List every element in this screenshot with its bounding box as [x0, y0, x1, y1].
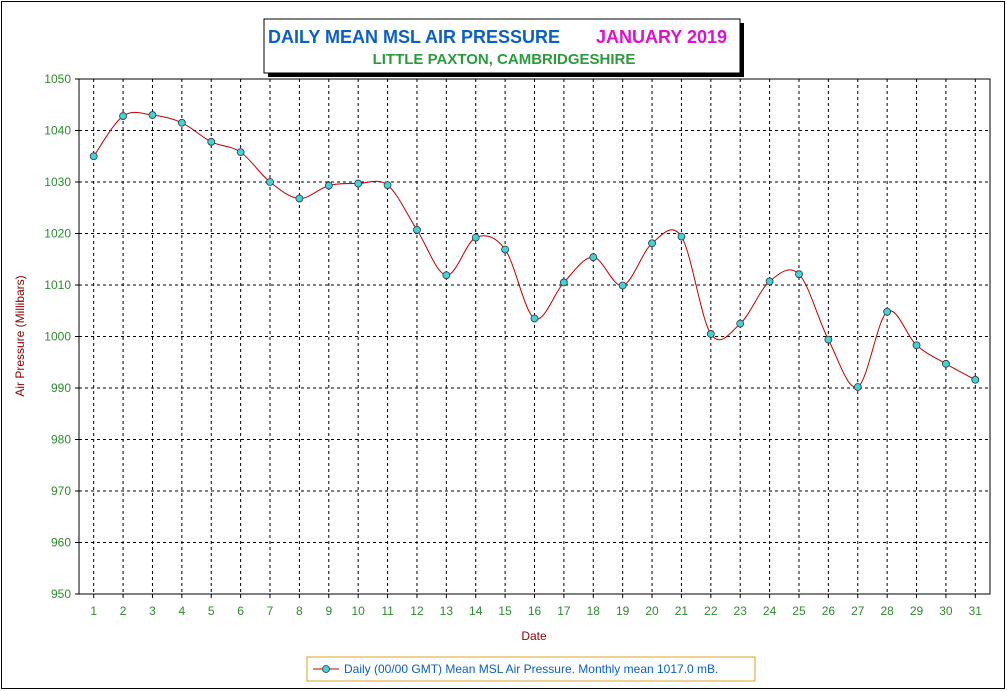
data-point — [236, 148, 245, 157]
y-tick-label: 960 — [51, 536, 71, 550]
x-tick-label: 25 — [792, 604, 806, 618]
data-point — [119, 112, 127, 120]
y-tick-label: 1030 — [44, 175, 71, 189]
x-tick-label: 7 — [267, 604, 274, 618]
x-tick-label: 20 — [645, 604, 659, 618]
data-point — [589, 253, 598, 262]
data-point — [942, 359, 950, 368]
x-tick-label: 17 — [557, 604, 571, 618]
x-tick-label: 1 — [90, 604, 97, 618]
y-tick-label: 970 — [51, 484, 71, 498]
data-point — [266, 178, 274, 186]
y-tick-label: 1020 — [44, 227, 71, 241]
x-tick-label: 14 — [469, 604, 483, 618]
x-tick-label: 13 — [440, 604, 454, 618]
data-point — [736, 319, 745, 328]
data-point — [912, 341, 921, 350]
data-point — [883, 307, 892, 316]
x-tick-label: 12 — [410, 604, 424, 618]
x-tick-label: 23 — [734, 604, 748, 618]
chart-title: DAILY MEAN MSL AIR PRESSURE — [268, 27, 560, 47]
legend-label: Daily (00/00 GMT) Mean MSL Air Pressure.… — [344, 662, 718, 676]
series-markers — [89, 111, 980, 391]
x-tick-label: 15 — [498, 604, 512, 618]
data-point — [559, 278, 568, 287]
data-point — [971, 375, 980, 384]
legend-box — [306, 656, 756, 682]
chart-period: JANUARY 2019 — [596, 27, 727, 47]
data-point — [89, 152, 98, 161]
x-tick-label: 2 — [120, 604, 127, 618]
x-tick-label: 18 — [587, 604, 601, 618]
y-tick-label: 990 — [51, 381, 71, 395]
x-tick-label: 3 — [149, 604, 156, 618]
x-tick-label: 19 — [616, 604, 630, 618]
data-point — [765, 277, 774, 286]
x-tick-label: 24 — [763, 604, 777, 618]
data-point — [824, 335, 833, 344]
data-point — [853, 383, 862, 391]
x-axis-label: Date — [521, 629, 547, 643]
grid-lines — [79, 79, 990, 594]
x-tick-label: 10 — [351, 604, 365, 618]
x-tick-label: 26 — [822, 604, 836, 618]
x-tick-label: 30 — [939, 604, 953, 618]
legend-marker-swatch — [322, 665, 330, 673]
x-tick-label: 31 — [969, 604, 983, 618]
x-tick-label: 8 — [296, 604, 303, 618]
data-point — [618, 281, 627, 290]
data-point — [501, 245, 510, 254]
y-tick-label: 980 — [51, 433, 71, 447]
data-point — [148, 111, 157, 119]
data-point — [413, 225, 421, 234]
y-tick-label: 1050 — [44, 72, 71, 86]
x-tick-label: 27 — [851, 604, 865, 618]
x-axis-ticks: 1 2 3 4 5 6 7 8 9 10 11 12 13 14 15 16 17 18 19 20 21 22 23 24 2… — [90, 594, 982, 618]
data-point — [383, 181, 392, 189]
x-tick-label: 6 — [237, 604, 244, 618]
y-tick-label: 1000 — [44, 330, 71, 344]
data-point — [795, 270, 803, 279]
y-tick-label: 950 — [51, 587, 71, 601]
data-point — [706, 330, 715, 338]
data-point — [295, 194, 304, 203]
data-point — [471, 233, 480, 242]
x-tick-label: 16 — [528, 604, 542, 618]
x-tick-label: 29 — [910, 604, 924, 618]
title-box — [263, 18, 741, 74]
x-tick-label: 9 — [325, 604, 332, 618]
y-tick-label: 1010 — [44, 278, 71, 292]
data-point — [530, 314, 539, 323]
x-tick-label: 28 — [880, 604, 894, 618]
x-tick-label: 5 — [208, 604, 215, 618]
y-axis-label: Air Pressure (Millibars) — [13, 275, 27, 396]
y-tick-label: 1040 — [44, 124, 71, 138]
data-point — [648, 239, 656, 248]
data-point — [324, 181, 333, 190]
data-point — [442, 271, 451, 280]
chart-subtitle: LITTLE PAXTON, CAMBRIDGESHIRE — [373, 51, 636, 68]
x-tick-label: 4 — [179, 604, 186, 618]
x-tick-label: 22 — [704, 604, 718, 618]
data-point — [177, 118, 186, 127]
x-tick-label: 11 — [381, 604, 394, 618]
y-axis-ticks: 950 960 970 980 990 1000 1010 1020 1030 1040 1050 — [44, 72, 79, 601]
data-point — [354, 179, 363, 188]
data-point — [677, 232, 686, 241]
data-point — [207, 137, 216, 146]
x-tick-label: 21 — [675, 604, 689, 618]
